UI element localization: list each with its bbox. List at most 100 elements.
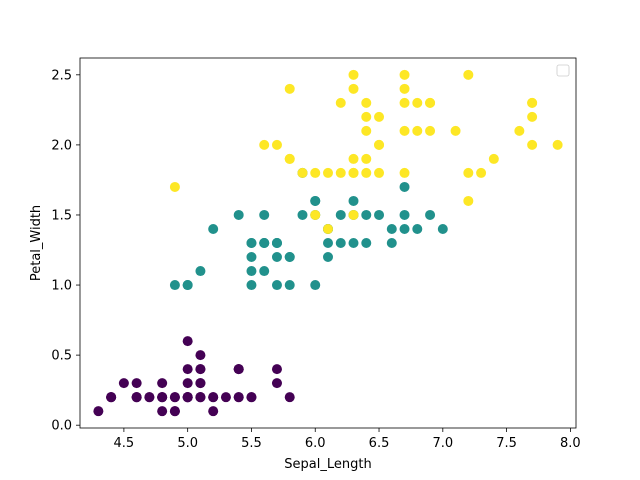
scatter-point-1-15 [399,223,410,234]
scatter-point-0-46 [195,392,206,403]
scatter-point-0-48 [220,392,231,403]
scatter-point-2-21 [259,139,270,150]
x-axis-label: Sepal_Length [284,457,371,472]
scatter-point-1-35 [310,195,321,206]
scatter-point-1-49 [271,238,282,248]
x-tick-label-6: 7.5 [496,436,517,451]
scatter-point-2-31 [552,139,563,150]
scatter-point-2-22 [527,139,538,150]
scatter-point-2-33 [348,209,359,220]
plot-frame [79,57,577,429]
scatter-point-0-34 [169,392,180,403]
scatter-point-2-26 [335,167,346,178]
scatter-point-0-30 [157,392,168,403]
scatter-point-1-23 [323,252,333,263]
scatter-point-0-36 [246,392,257,403]
scatter-point-2-24 [399,125,410,136]
scatter-point-1-4 [374,209,385,220]
scatter-point-2-44 [399,69,410,80]
x-axis: 4.5 5.0 5.5 6.0 6.5 7.0 7.5 8.0 [114,428,581,451]
scatter-point-1-30 [246,266,257,277]
scatter-point-2-15 [361,97,372,108]
scatter-point-2-42 [284,153,295,164]
scatter-point-2-5 [514,125,525,136]
scatter-point-0-26 [182,364,193,375]
scatter-point-0-20 [233,392,244,403]
scatter-point-0-12 [157,406,168,417]
scatter-point-2-8 [399,167,410,178]
scatter-point-0-44 [195,364,206,375]
scatter-point-2-16 [374,167,385,178]
scatter-point-1-43 [182,280,193,291]
x-tick-label-0: 4.5 [114,436,135,451]
scatter-point-2-2 [450,125,461,136]
scatter-point-0-31 [233,364,244,375]
scatter-point-1-7 [169,280,180,291]
scatter-point-1-6 [348,195,359,206]
scatter-point-1-42 [284,252,295,263]
scatter-point-1-19 [259,266,270,277]
scatter-point-2-13 [271,139,282,150]
scatter-point-2-34 [323,223,333,234]
scatter-point-2-45 [399,97,410,108]
x-tick-label-1: 5.0 [177,436,198,451]
scatter-point-2-23 [348,167,359,178]
scatter-point-2-37 [361,167,372,178]
scatter-point-0-13 [93,406,104,417]
scatter-point-2-9 [463,69,474,80]
scatter-point-2-41 [425,97,436,108]
scatter-point-0-32 [208,406,219,417]
x-tick-label-5: 7.0 [432,436,453,451]
scatter-point-2-28 [361,125,372,136]
scatter-point-2-6 [169,181,180,192]
x-tick-label-3: 6.0 [305,436,326,451]
scatter-point-1-27 [399,181,410,192]
y-tick-label-1: 0.5 [51,349,72,364]
scatter-point-1-17 [284,280,295,291]
scatter-point-1-8 [386,238,397,248]
scatter-point-1-31 [246,280,257,291]
scatter-point-1-24 [361,238,372,248]
scatter-point-2-38 [310,167,321,178]
x-tick-label-2: 5.5 [241,436,262,451]
scatter-point-0-6 [131,378,142,389]
scatter-point-0-42 [106,392,117,403]
scatter-point-1-45 [271,252,282,263]
scatter-point-2-14 [284,83,295,94]
scatter-point-1-11 [297,209,308,220]
scatter-point-0-37 [169,406,180,417]
scatter-point-1-47 [335,238,346,248]
scatter-point-0-45 [157,378,168,389]
y-tick-label-2: 1.0 [51,279,72,294]
x-tick-label-7: 8.0 [560,436,581,451]
scatter-point-1-16 [259,209,270,220]
scatter-point-2-19 [310,209,321,220]
y-tick-label-4: 2.0 [51,138,72,153]
scatter-point-2-49 [297,167,308,178]
x-tick-label-4: 6.5 [369,436,390,451]
scatter-point-2-39 [425,125,436,136]
scatter-point-2-30 [488,153,499,164]
scatter-point-2-0 [348,69,359,80]
scatter-point-2-32 [361,111,372,122]
scatter-point-2-11 [361,153,372,164]
scatter-point-2-25 [463,167,474,178]
scatter-point-2-43 [412,97,423,108]
scatter-point-2-40 [399,83,410,94]
y-tick-label-0: 0.0 [51,419,72,434]
scatter-point-0-23 [195,350,206,361]
scatter-point-0-41 [118,378,129,389]
scatter-point-1-36 [399,209,410,220]
scatter-point-0-40 [182,378,193,389]
legend-box [556,64,570,77]
scatter-point-2-4 [374,111,385,122]
scatter-point-1-25 [386,223,397,234]
scatter-point-1-37 [348,238,359,248]
scatter-point-1-26 [412,223,423,234]
scatter-point-0-15 [271,364,282,375]
y-axis: 0.0 0.5 1.0 1.5 2.0 2.5 [51,68,80,434]
scatter-point-2-27 [323,167,333,178]
scatter-point-1-9 [208,223,219,234]
scatter-point-1-34 [233,209,244,220]
